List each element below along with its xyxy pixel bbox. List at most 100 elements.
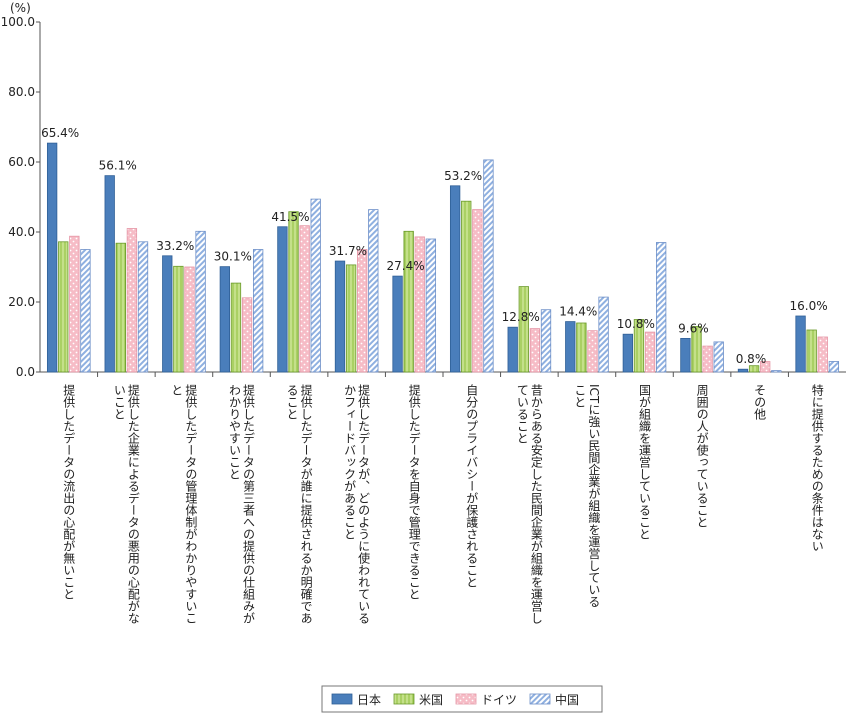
legend-label: ドイツ [481, 693, 517, 707]
bar-米国-11 [633, 319, 645, 373]
data-label: 53.2% [444, 169, 482, 183]
legend-swatch [529, 693, 551, 705]
bar-日本-11 [622, 333, 633, 373]
bar-ドイツ-8 [472, 209, 483, 373]
bars [46, 142, 840, 373]
bar-ドイツ-12 [702, 345, 713, 373]
category-label-text: 提供したデータの管理体制がわかりやすいこ [184, 383, 198, 624]
category-label: 国が組織を運営していること [638, 384, 652, 540]
category-label-text: と [170, 384, 184, 396]
bar-ドイツ-3 [184, 266, 195, 373]
category-label-text: かフィードバックがあること [343, 384, 357, 540]
data-label: 9.6% [678, 321, 709, 335]
category-label-text: わかりやすいこと [228, 384, 242, 480]
y-tick-label: 100.0 [1, 15, 35, 29]
bar-ドイツ-2 [126, 228, 138, 373]
bar-米国-13 [748, 365, 760, 373]
bar-ドイツ-7 [414, 236, 425, 373]
category-label-text: ICTに強い民間企業が組織を運営している [587, 384, 601, 607]
bar-日本-1 [46, 142, 58, 373]
category-label-text: ていること [515, 384, 529, 444]
bar-米国-7 [403, 230, 414, 373]
data-label: 41.5% [271, 210, 309, 224]
y-tick-label: 60.0 [8, 155, 35, 169]
category-label-text: 周囲の人が使っていること [695, 384, 709, 528]
bar-ドイツ-10 [587, 330, 598, 373]
legend-label: 米国 [419, 693, 443, 707]
category-label-text: 国が組織を運営していること [638, 384, 652, 540]
bar-米国-2 [115, 242, 126, 373]
category-label: 周囲の人が使っていること [695, 384, 709, 528]
category-label-text: 昔からある安定した民間企業が組織を運営し [529, 384, 543, 624]
bar-中国-3 [195, 230, 206, 373]
bar-ドイツ-6 [357, 249, 368, 373]
bar-中国-14 [828, 361, 840, 373]
category-label-text: こと [573, 384, 587, 408]
category-label-text: 自分のプライバシーが保護されること [465, 384, 479, 588]
bar-中国-11 [656, 242, 667, 373]
bar-米国-3 [173, 265, 184, 373]
bar-中国-5 [310, 198, 321, 373]
data-label: 27.4% [387, 259, 425, 273]
bar-日本-8 [449, 185, 461, 373]
data-label: 30.1% [214, 250, 252, 264]
category-label: 提供したデータの流出の心配が無いこと [62, 383, 76, 600]
bar-中国-6 [368, 209, 379, 373]
bar-日本-9 [507, 326, 518, 373]
y-tick-label: 80.0 [8, 85, 35, 99]
category-label: 自分のプライバシーが保護されること [465, 384, 479, 588]
axes: (%) 0.0 20.0 40.0 60.0 80.0 100.0 [1, 1, 846, 379]
category-label: 特に提供するための条件はない [810, 383, 824, 552]
category-label-text: 提供したデータが、どのように使われている [357, 383, 371, 624]
bar-ドイツ-9 [529, 328, 541, 373]
bar-日本-10 [565, 321, 576, 373]
bar-米国-1 [58, 241, 69, 373]
bar-中国-7 [425, 238, 437, 373]
bar-日本-5 [277, 226, 288, 373]
bar-日本-4 [219, 266, 231, 373]
data-label: 33.2% [156, 239, 194, 253]
category-label-text: 提供したデータを自身で管理できること [407, 383, 421, 600]
category-label-text: ること [285, 384, 299, 420]
data-label: 65.4% [41, 126, 79, 140]
category-label: 提供したデータを自身で管理できること [407, 383, 421, 600]
category-label-text: いこと [112, 384, 126, 420]
bar-日本-12 [680, 337, 691, 373]
bar-米国-12 [691, 326, 702, 373]
bar-中国-4 [252, 249, 264, 373]
bar-日本-13 [737, 368, 749, 373]
bar-日本-6 [334, 260, 346, 373]
legend-label: 日本 [357, 693, 381, 707]
data-label: 14.4% [559, 305, 597, 319]
y-tick-label: 0.0 [16, 365, 35, 379]
category-label-text: 提供した企業によるデータの悪用の心配がな [126, 383, 140, 624]
bar-米国-4 [230, 282, 242, 373]
bar-日本-2 [104, 175, 115, 373]
category-labels: 提供したデータの流出の心配が無いこと 提供した企業によるデータの悪用の心配がないこ… [62, 383, 824, 624]
bar-中国-10 [598, 296, 609, 373]
bar-ドイツ-1 [69, 235, 80, 373]
y-tick-label: 40.0 [8, 225, 35, 239]
bar-日本-14 [795, 315, 806, 373]
category-label-text: 提供したデータの第三者への提供の仕組みが [242, 383, 256, 624]
bar-ドイツ-4 [241, 297, 253, 373]
bar-ドイツ-14 [817, 336, 828, 373]
bar-米国-8 [461, 200, 472, 373]
bar-米国-10 [576, 322, 587, 373]
category-label-text: その他 [753, 384, 767, 420]
bar-米国-5 [288, 211, 299, 373]
legend-label: 中国 [555, 692, 579, 707]
legend-swatch [393, 693, 415, 705]
unit-label: (%) [10, 1, 31, 15]
legend: 日本 米国 ドイツ 中国 [321, 685, 603, 713]
bar-日本-7 [392, 275, 403, 373]
data-label: 31.7% [329, 244, 367, 258]
category-label: その他 [753, 384, 767, 420]
data-label: 56.1% [99, 159, 137, 173]
category-label-text: 提供したデータの流出の心配が無いこと [62, 383, 76, 600]
data-label: 16.0% [790, 299, 828, 313]
